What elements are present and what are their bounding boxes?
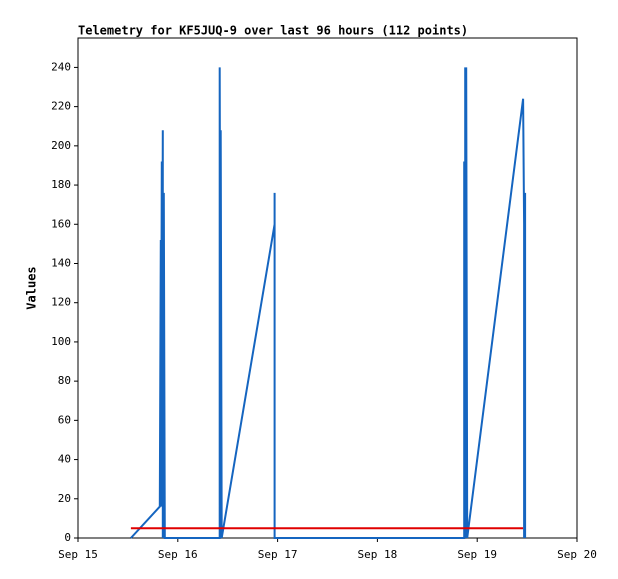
- y-tick-label: 0: [64, 531, 71, 544]
- x-tick-label: Sep 17: [258, 548, 298, 561]
- x-tick-label: Sep 19: [457, 548, 497, 561]
- y-tick-label: 160: [51, 217, 71, 230]
- chart-title: Telemetry for KF5JUQ-9 over last 96 hour…: [78, 24, 468, 38]
- y-tick-label: 140: [51, 256, 71, 269]
- series-line: [130, 67, 527, 539]
- y-axis-label: Values: [25, 266, 39, 309]
- y-tick-label: 120: [51, 296, 71, 309]
- x-tick-label: Sep 18: [358, 548, 398, 561]
- y-tick-label: 40: [58, 453, 71, 466]
- y-tick-label: 200: [51, 139, 71, 152]
- y-tick-label: 180: [51, 178, 71, 191]
- y-tick-label: 20: [58, 492, 71, 505]
- y-tick-label: 60: [58, 413, 71, 426]
- plot-frame: [77, 37, 578, 539]
- y-tick-label: 240: [51, 60, 71, 73]
- x-tick-label: Sep 20: [557, 548, 597, 561]
- x-tick-label: Sep 15: [58, 548, 98, 561]
- y-tick-label: 100: [51, 335, 71, 348]
- x-tick-label: Sep 16: [158, 548, 198, 561]
- y-tick-label: 80: [58, 374, 71, 387]
- y-tick-label: 220: [51, 100, 71, 113]
